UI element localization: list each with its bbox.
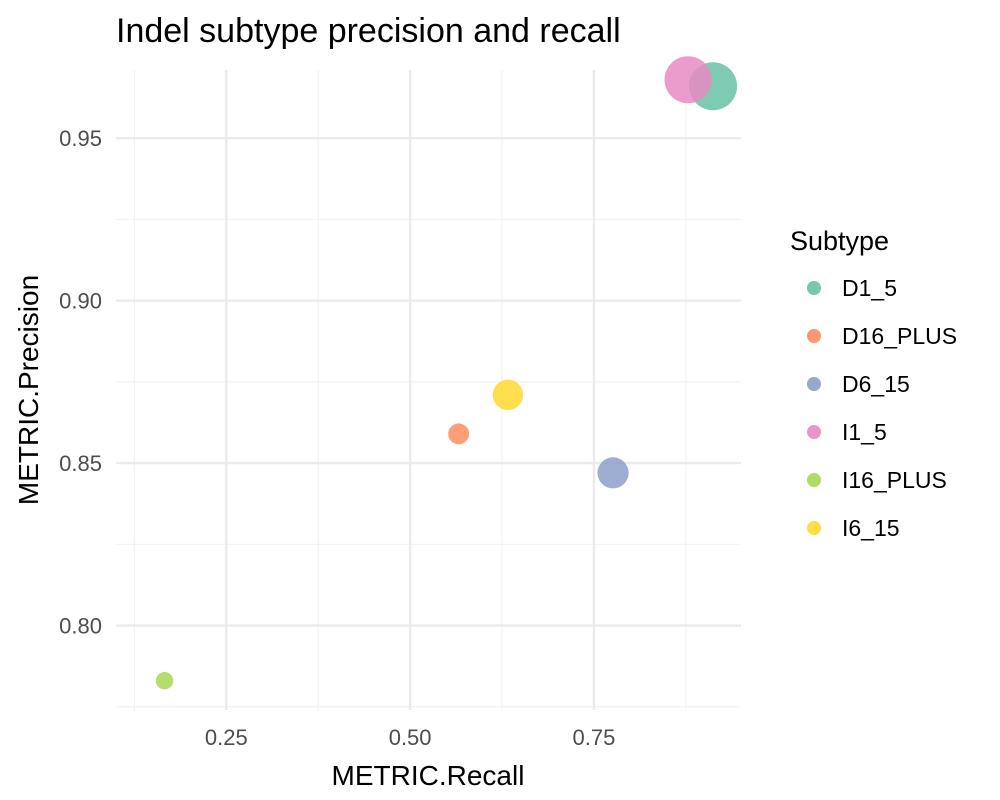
y-tick-label: 0.95: [59, 126, 102, 151]
point-d6-15: [597, 457, 629, 489]
chart-title: Indel subtype precision and recall: [116, 12, 621, 50]
legend-key-i1-5: [807, 425, 821, 439]
grid: [116, 70, 741, 710]
point-i1-5: [664, 56, 712, 104]
x-axis-title: METRIC.Recall: [332, 760, 525, 791]
legend-label-d16-plus: D16_PLUS: [842, 323, 957, 349]
point-i6-15: [492, 379, 524, 411]
data-points: [155, 56, 738, 690]
legend-label-i16-plus: I16_PLUS: [842, 467, 947, 493]
x-tick-label: 0.25: [205, 725, 248, 750]
y-axis-ticks: 0.80 0.85 0.90 0.95: [59, 126, 102, 638]
legend-key-d1-5: [807, 281, 821, 295]
legend-key-d6-15: [807, 377, 821, 391]
legend-label-i6-15: I6_15: [842, 515, 900, 541]
legend-label-i1-5: I1_5: [842, 419, 887, 445]
x-tick-label: 0.50: [389, 725, 432, 750]
y-tick-label: 0.90: [59, 289, 102, 314]
x-tick-label: 0.75: [573, 725, 616, 750]
legend-key-i16-plus: [807, 473, 821, 487]
legend-key-d16-plus: [807, 329, 821, 343]
point-d16-plus: [448, 423, 470, 445]
legend: Subtype D1_5 D16_PLUS D6_15 I1_5 I16_PLUS I6_…: [790, 226, 957, 541]
point-i16-plus: [155, 672, 174, 690]
legend-label-d6-15: D6_15: [842, 371, 910, 397]
x-axis-ticks: 0.25 0.50 0.75: [205, 725, 615, 750]
legend-key-i6-15: [807, 521, 821, 535]
legend-label-d1-5: D1_5: [842, 275, 897, 301]
y-tick-label: 0.85: [59, 451, 102, 476]
y-axis-title: METRIC.Precision: [13, 275, 44, 505]
y-tick-label: 0.80: [59, 614, 102, 639]
legend-title: Subtype: [790, 226, 889, 256]
